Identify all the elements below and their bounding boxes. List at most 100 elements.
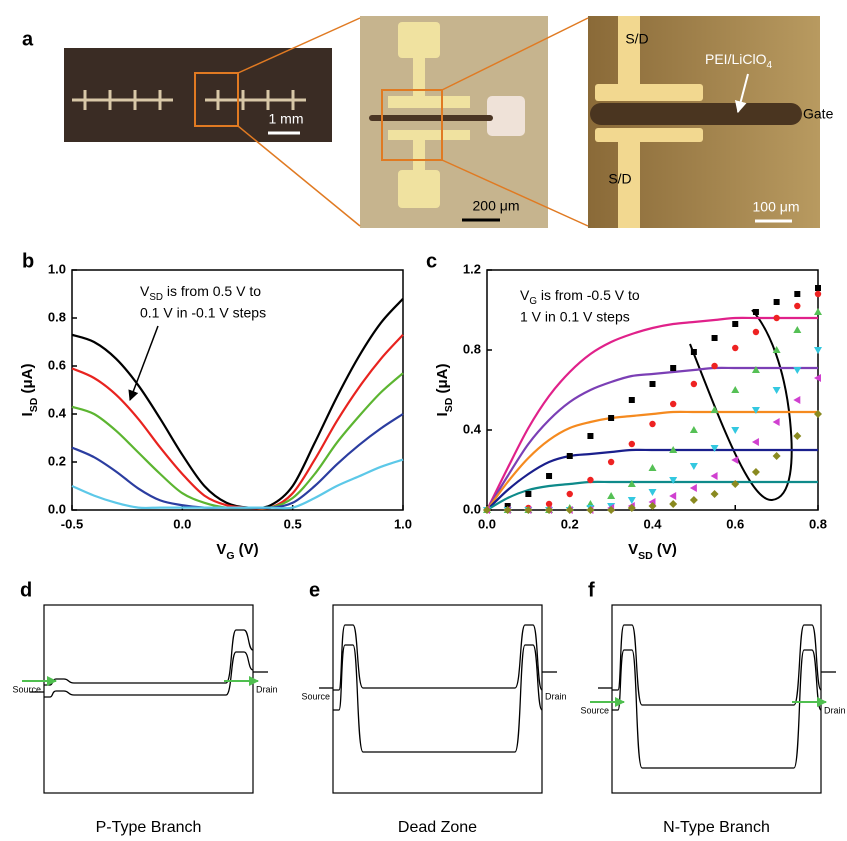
data-point	[690, 496, 698, 504]
data-point	[711, 363, 717, 369]
series-line	[72, 414, 403, 508]
data-point	[752, 438, 759, 446]
data-point	[690, 463, 698, 470]
label: VSD (V)	[628, 541, 677, 562]
data-point	[732, 345, 738, 351]
data-point	[711, 406, 719, 413]
data-point	[753, 309, 759, 315]
band-lower	[333, 645, 542, 752]
data-point	[587, 433, 593, 439]
data-point	[731, 456, 738, 464]
data-point	[815, 291, 821, 297]
x-tick-label: 0.0	[478, 516, 496, 531]
data-point	[607, 492, 615, 499]
data-point	[690, 426, 698, 433]
photo-label: Gate	[803, 106, 834, 122]
data-point	[773, 315, 779, 321]
caption: N-Type Branch	[663, 819, 770, 836]
data-point	[629, 397, 635, 403]
label-rest: is from 0.5 V to	[163, 283, 261, 299]
x-tick-label: -0.5	[61, 516, 83, 531]
data-point	[669, 492, 676, 500]
data-point	[793, 367, 801, 374]
diagram-frame	[44, 605, 253, 793]
data-point	[814, 308, 822, 315]
data-point	[567, 453, 573, 459]
label: VG is from -0.5 V to	[520, 287, 640, 307]
drain-label: Drain	[256, 684, 278, 694]
source-label: Source	[580, 705, 609, 715]
label-sub: 4	[766, 60, 772, 71]
data-point	[608, 459, 614, 465]
label-rest: (V)	[653, 541, 677, 558]
x-tick-label: 0.5	[284, 516, 302, 531]
data-point	[793, 326, 801, 333]
drain-label: Drain	[545, 691, 567, 701]
data-point	[587, 477, 593, 483]
diagram-frame	[612, 605, 821, 793]
data-point	[752, 468, 760, 476]
x-tick-label: 0.4	[643, 516, 662, 531]
band-diagram: eSourceDrainDead Zone	[301, 579, 566, 836]
data-point	[608, 415, 614, 421]
scale-label: 100 μm	[753, 199, 800, 215]
y-tick-label: 0.4	[48, 405, 67, 420]
x-tick-label: 0.6	[726, 516, 744, 531]
x-tick-label: 0.2	[561, 516, 579, 531]
label-rest: is from -0.5 V to	[537, 287, 640, 303]
data-point	[712, 335, 718, 341]
data-point	[711, 472, 718, 480]
data-point	[670, 365, 676, 371]
data-point	[691, 349, 697, 355]
data-point	[794, 291, 800, 297]
data-point	[567, 491, 573, 497]
data-point	[774, 299, 780, 305]
photo-label: S/D	[608, 171, 631, 187]
y-tick-label: 0.2	[48, 453, 66, 468]
band-lower	[44, 652, 253, 697]
data-point	[690, 484, 697, 492]
panel-label: e	[309, 579, 320, 601]
label-sub: SD	[28, 397, 40, 412]
label-rest: (μA)	[434, 364, 451, 398]
photo-label: S/D	[625, 31, 648, 47]
source-label: Source	[301, 691, 330, 701]
data-point	[731, 427, 739, 434]
data-point	[753, 329, 759, 335]
gate-pad	[487, 96, 525, 136]
label: VSD is from 0.5 V to	[140, 283, 261, 303]
data-point	[794, 303, 800, 309]
y-tick-label: 0.0	[463, 501, 481, 516]
data-point	[649, 464, 657, 471]
panel-label: d	[20, 579, 32, 601]
chart: c0.00.20.40.60.80.00.40.81.2VSD (V)ISD (…	[426, 250, 827, 562]
panel-label: a	[22, 28, 34, 50]
label-sub: SD	[638, 550, 653, 562]
data-point	[732, 321, 738, 327]
data-point	[793, 396, 800, 404]
band-upper	[612, 625, 821, 705]
data-point	[731, 386, 739, 393]
data-point	[773, 387, 781, 394]
y-tick-label: 0.8	[48, 309, 66, 324]
band-lower	[612, 650, 821, 768]
charts: b-0.50.00.51.00.00.20.40.60.81.0VG (V)IS…	[19, 250, 827, 562]
data-point	[650, 381, 656, 387]
panel-label: c	[426, 250, 437, 272]
x-tick-label: 1.0	[394, 516, 412, 531]
y-tick-label: 0.0	[48, 501, 66, 516]
annotation: 1 V in 0.1 V steps	[520, 309, 630, 325]
series-line	[72, 373, 403, 508]
label-sub: G	[226, 550, 234, 562]
data-point	[670, 401, 676, 407]
y-tick-label: 0.6	[48, 357, 66, 372]
label-text: PEI/LiClO	[705, 51, 767, 67]
label-rest: (μA)	[19, 364, 36, 398]
panel-a: a 1 mm 200 μm S/D S/D PEI/LiClO4 Gate 10…	[22, 16, 834, 228]
label: ISD (μA)	[434, 364, 455, 417]
label: VG (V)	[216, 541, 258, 562]
data-point	[773, 418, 780, 426]
annotation-arrow	[130, 326, 158, 400]
panel-label: b	[22, 250, 34, 272]
